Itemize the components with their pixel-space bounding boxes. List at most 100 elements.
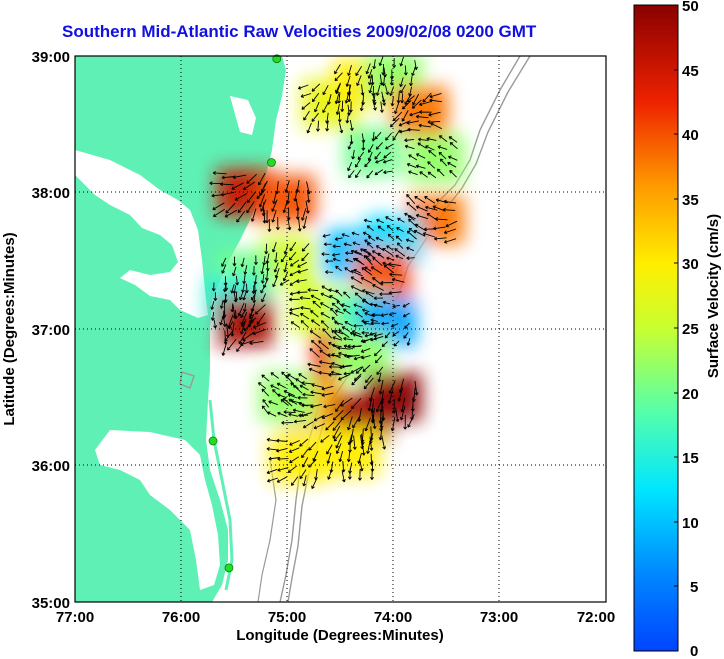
velocity-arrow xyxy=(305,200,310,214)
velocity-arrow xyxy=(311,112,319,122)
velocity-arrow xyxy=(256,312,266,325)
colorbar: 50 45 40 35 30 25 20 15 10 5 0 Surface V… xyxy=(633,0,722,659)
velocity-arrow xyxy=(237,201,247,214)
velocity-arrow xyxy=(328,372,342,377)
velocity-arrow xyxy=(392,304,400,309)
velocity-arrow xyxy=(360,248,372,256)
velocity-arrow xyxy=(330,370,341,375)
velocity-arrow xyxy=(326,452,332,464)
velocity-arrow xyxy=(332,252,340,257)
radar-stations xyxy=(208,54,282,573)
velocity-arrow xyxy=(332,257,341,262)
velocity-arrow xyxy=(353,268,361,274)
velocity-arrow xyxy=(312,450,319,462)
velocity-arrow xyxy=(436,168,445,177)
velocity-arrow xyxy=(331,329,342,340)
velocity-arrow xyxy=(338,329,350,338)
velocity-arrow xyxy=(288,412,299,417)
velocity-arrow xyxy=(397,217,405,223)
velocity-arrow xyxy=(380,313,389,318)
velocity-arrow xyxy=(325,259,334,264)
velocity-arrow xyxy=(260,284,266,294)
velocity-arrow xyxy=(258,172,266,186)
velocity-arrow xyxy=(403,65,408,76)
velocity-arrow xyxy=(276,382,286,389)
velocity-arrow xyxy=(396,227,404,232)
velocity-arrow xyxy=(385,132,392,141)
velocity-arrow xyxy=(392,58,397,68)
velocity-arrow xyxy=(401,110,409,122)
velocity-arrow xyxy=(232,304,237,319)
velocity-arrow xyxy=(438,135,448,142)
velocity-arrow xyxy=(335,289,343,297)
velocity-arrow xyxy=(326,444,333,455)
velocity-arrow xyxy=(418,101,432,107)
x-tick-label: 76:00 xyxy=(162,609,200,626)
colorbar-tick: 0 xyxy=(690,643,698,659)
velocity-arrow xyxy=(296,279,307,284)
velocity-arrow xyxy=(400,84,406,94)
velocity-arrow xyxy=(369,302,378,307)
velocity-arrow xyxy=(435,198,449,204)
velocity-arrow xyxy=(353,323,363,328)
velocity-arrow xyxy=(321,413,334,419)
velocity-arrow xyxy=(222,318,227,327)
velocity-arrow xyxy=(260,274,265,284)
y-axis-label: Latitude (Degrees:Minutes) xyxy=(1,232,18,425)
velocity-arrow xyxy=(301,252,309,262)
velocity-arrow xyxy=(388,380,396,394)
velocity-arrow xyxy=(355,366,364,374)
colorbar-tick: 20 xyxy=(682,386,699,403)
velocity-arrow xyxy=(321,252,330,256)
velocity-arrow xyxy=(273,252,278,263)
velocity-arrow xyxy=(334,64,341,75)
velocity-arrow xyxy=(312,300,321,309)
velocity-arrow xyxy=(322,102,329,113)
velocity-arrow xyxy=(281,420,294,425)
velocity-arrow xyxy=(443,199,457,204)
velocity-arrow xyxy=(365,291,374,298)
velocity-arrow xyxy=(429,92,442,99)
velocity-arrow xyxy=(344,267,352,273)
velocity-arrow xyxy=(234,193,248,201)
velocity-arrow xyxy=(408,227,416,234)
velocity-arrow xyxy=(287,465,298,473)
velocity-arrow xyxy=(336,300,344,308)
velocity-arrow xyxy=(297,218,302,232)
velocity-arrow xyxy=(231,182,244,190)
velocity-arrow xyxy=(341,233,350,237)
velocity-arrow xyxy=(418,123,432,128)
velocity-arrow xyxy=(373,296,384,301)
velocity-arrow xyxy=(273,262,279,273)
velocity-arrow xyxy=(347,90,352,103)
velocity-arrow xyxy=(415,205,428,212)
velocity-arrow xyxy=(368,144,374,153)
velocity-arrow xyxy=(212,202,225,211)
velocity-arrow xyxy=(325,270,334,274)
velocity-arrow xyxy=(388,262,402,267)
velocity-arrow xyxy=(334,309,344,314)
velocity-arrow xyxy=(375,158,385,164)
velocity-arrow xyxy=(407,215,415,221)
velocity-arrow xyxy=(434,236,447,241)
velocity-arrow xyxy=(266,468,278,475)
velocity-arrow xyxy=(276,476,288,483)
velocity-arrow xyxy=(351,397,362,410)
velocity-arrow xyxy=(375,142,383,150)
velocity-arrow xyxy=(334,320,344,326)
velocity-arrow xyxy=(419,110,432,114)
colorbar-label: Surface Velocity (cm/s) xyxy=(705,214,722,378)
velocity-arrow xyxy=(279,279,290,286)
velocity-arrow xyxy=(210,301,215,310)
velocity-arrow xyxy=(319,360,333,365)
velocity-arrow xyxy=(276,448,288,453)
x-tick-label: 73:00 xyxy=(480,609,518,626)
velocity-arrow xyxy=(372,414,377,429)
velocity-arrow xyxy=(406,338,411,346)
velocity-arrow xyxy=(320,312,331,319)
velocity-arrow xyxy=(289,307,300,312)
velocity-arrow xyxy=(382,159,393,164)
plot-frame xyxy=(74,55,607,603)
velocity-arrow xyxy=(417,142,427,149)
velocity-arrow xyxy=(251,285,256,294)
